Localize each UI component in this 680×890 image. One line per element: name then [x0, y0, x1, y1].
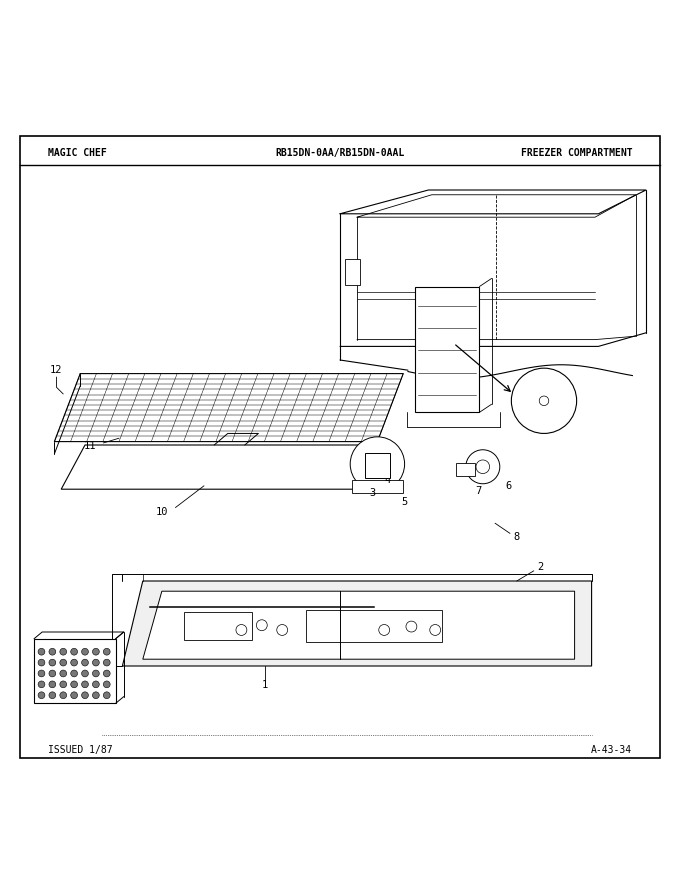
Circle shape — [103, 692, 110, 699]
Circle shape — [60, 681, 67, 688]
Circle shape — [71, 681, 78, 688]
Polygon shape — [122, 581, 592, 666]
Circle shape — [277, 625, 288, 635]
Text: 7: 7 — [475, 486, 481, 497]
Circle shape — [406, 621, 417, 632]
Circle shape — [71, 670, 78, 677]
Circle shape — [103, 670, 110, 677]
Text: 2: 2 — [537, 562, 544, 572]
Circle shape — [92, 648, 99, 655]
Text: FREEZER COMPARTMENT: FREEZER COMPARTMENT — [521, 148, 632, 158]
Circle shape — [60, 670, 67, 677]
Circle shape — [103, 659, 110, 666]
Circle shape — [82, 692, 88, 699]
Bar — [456, 463, 475, 476]
Circle shape — [38, 681, 45, 688]
Circle shape — [82, 681, 88, 688]
Circle shape — [49, 692, 56, 699]
Circle shape — [476, 460, 490, 473]
Polygon shape — [61, 445, 384, 490]
Circle shape — [92, 692, 99, 699]
Text: MAGIC CHEF: MAGIC CHEF — [48, 148, 106, 158]
Text: 5: 5 — [401, 498, 408, 507]
Circle shape — [92, 670, 99, 677]
Text: RB15DN-0AA/RB15DN-0AAL: RB15DN-0AA/RB15DN-0AAL — [275, 148, 405, 158]
Circle shape — [236, 625, 247, 635]
Text: ISSUED 1/87: ISSUED 1/87 — [48, 745, 112, 755]
Circle shape — [511, 368, 577, 433]
Circle shape — [82, 648, 88, 655]
Bar — [365, 453, 390, 478]
Text: 10: 10 — [156, 506, 168, 516]
Bar — [415, 287, 479, 412]
Circle shape — [38, 648, 45, 655]
Circle shape — [92, 681, 99, 688]
Circle shape — [256, 619, 267, 631]
Bar — [352, 481, 403, 492]
Circle shape — [539, 396, 549, 406]
Circle shape — [430, 625, 441, 635]
Bar — [345, 259, 360, 285]
Circle shape — [49, 670, 56, 677]
Circle shape — [49, 659, 56, 666]
Circle shape — [60, 648, 67, 655]
Circle shape — [92, 659, 99, 666]
Text: 12: 12 — [50, 365, 63, 376]
Circle shape — [49, 681, 56, 688]
Bar — [306, 610, 442, 643]
Bar — [34, 639, 116, 703]
Circle shape — [71, 648, 78, 655]
Text: 8: 8 — [513, 532, 520, 542]
Circle shape — [71, 659, 78, 666]
Text: 11: 11 — [84, 441, 96, 451]
Text: 3: 3 — [369, 488, 376, 498]
Circle shape — [82, 670, 88, 677]
Circle shape — [60, 659, 67, 666]
Bar — [184, 611, 252, 640]
Circle shape — [103, 648, 110, 655]
Circle shape — [71, 692, 78, 699]
Text: 4: 4 — [384, 475, 391, 485]
Text: A-43-34: A-43-34 — [592, 745, 632, 755]
Circle shape — [466, 449, 500, 484]
Text: 1: 1 — [262, 680, 269, 690]
Circle shape — [38, 692, 45, 699]
Circle shape — [82, 659, 88, 666]
Circle shape — [350, 437, 405, 491]
Polygon shape — [143, 591, 575, 659]
Circle shape — [38, 659, 45, 666]
Text: 6: 6 — [505, 481, 512, 490]
Circle shape — [38, 670, 45, 677]
Circle shape — [60, 692, 67, 699]
Circle shape — [49, 648, 56, 655]
Circle shape — [103, 681, 110, 688]
Circle shape — [379, 625, 390, 635]
